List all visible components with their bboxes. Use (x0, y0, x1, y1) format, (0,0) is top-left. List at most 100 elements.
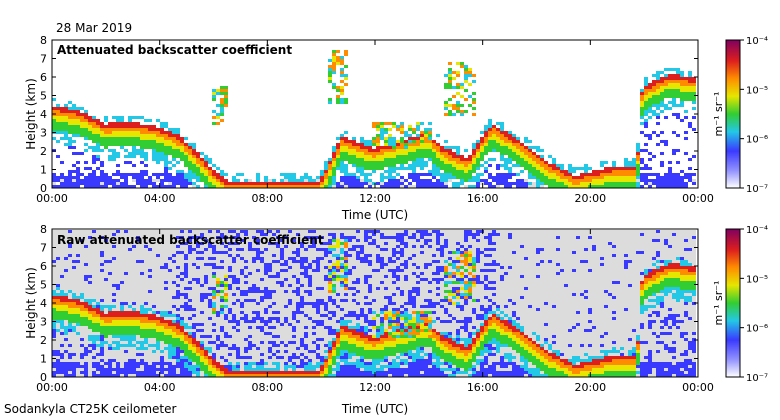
heatmap-cell (196, 158, 200, 161)
heatmap-cell (112, 254, 116, 257)
heatmap-cell (464, 161, 468, 164)
heatmap-cell (52, 362, 56, 365)
heatmap-cell (196, 287, 200, 290)
heatmap-cell (260, 185, 264, 188)
heatmap-cell (272, 269, 276, 272)
heatmap-cell (76, 128, 80, 131)
heatmap-cell (172, 155, 176, 158)
x-tick-label: 16:00 (467, 192, 499, 205)
heatmap-cell (660, 92, 664, 95)
heatmap-cell (680, 182, 684, 185)
heatmap-cell (508, 143, 512, 146)
heatmap-cell (108, 281, 112, 284)
heatmap-cell (392, 122, 396, 125)
heatmap-cell (256, 356, 260, 359)
heatmap-cell (232, 260, 236, 263)
heatmap-cell (88, 344, 92, 347)
heatmap-cell (132, 185, 136, 188)
heatmap-cell (80, 245, 84, 248)
heatmap-cell (208, 344, 212, 347)
heatmap-cell (168, 278, 172, 281)
heatmap-cell (60, 173, 64, 176)
heatmap-cell (168, 257, 172, 260)
heatmap-cell (620, 179, 624, 182)
heatmap-cell (64, 356, 68, 359)
heatmap-cell (152, 242, 156, 245)
heatmap-cell (152, 323, 156, 326)
heatmap-cell (420, 134, 424, 137)
heatmap-cell (476, 146, 480, 149)
heatmap-cell (192, 371, 196, 374)
heatmap-cell (264, 365, 268, 368)
heatmap-cell (120, 371, 124, 374)
heatmap-cell (408, 167, 412, 170)
heatmap-cell (88, 362, 92, 365)
heatmap-cell (452, 71, 456, 74)
heatmap-cell (84, 137, 88, 140)
heatmap-cell (128, 278, 132, 281)
heatmap-cell (248, 353, 252, 356)
heatmap-cell (292, 173, 296, 176)
heatmap-cell (172, 335, 176, 338)
heatmap-cell (200, 323, 204, 326)
heatmap-cell (84, 230, 88, 233)
heatmap-cell (228, 266, 232, 269)
heatmap-cell (204, 251, 208, 254)
heatmap-cell (208, 311, 212, 314)
heatmap-cell (264, 242, 268, 245)
heatmap-cell (508, 146, 512, 149)
heatmap-cell (112, 230, 116, 233)
heatmap-cell (216, 254, 220, 257)
heatmap-cell (108, 128, 112, 131)
heatmap-cell (348, 155, 352, 158)
heatmap-cell (220, 308, 224, 311)
heatmap-cell (280, 185, 284, 188)
heatmap-cell (152, 305, 156, 308)
heatmap-cell (96, 302, 100, 305)
heatmap-cell (148, 182, 152, 185)
heatmap-cell (128, 275, 132, 278)
heatmap-cell (124, 311, 128, 314)
heatmap-cell (160, 323, 164, 326)
heatmap-cell (444, 161, 448, 164)
heatmap-cell (204, 161, 208, 164)
heatmap-cell (268, 341, 272, 344)
heatmap-cell (444, 104, 448, 107)
heatmap-cell (92, 125, 96, 128)
heatmap-cell (212, 329, 216, 332)
heatmap-cell (644, 176, 648, 179)
heatmap-cell (644, 179, 648, 182)
heatmap-cell (548, 170, 552, 173)
heatmap-cell (204, 167, 208, 170)
heatmap-cell (240, 182, 244, 185)
heatmap-cell (196, 167, 200, 170)
heatmap-cell (160, 173, 164, 176)
heatmap-cell (584, 173, 588, 176)
heatmap-cell (124, 266, 128, 269)
heatmap-cell (80, 272, 84, 275)
heatmap-cell (408, 143, 412, 146)
heatmap-cell (92, 131, 96, 134)
heatmap-cell (640, 92, 644, 95)
heatmap-cell (128, 332, 132, 335)
heatmap-cell (152, 314, 156, 317)
heatmap-cell (388, 143, 392, 146)
heatmap-cell (188, 320, 192, 323)
heatmap-cell (268, 332, 272, 335)
heatmap-cell (144, 326, 148, 329)
heatmap-cell (252, 305, 256, 308)
heatmap-cell (240, 185, 244, 188)
heatmap-cell (268, 371, 272, 374)
heatmap-cell (640, 95, 644, 98)
heatmap-cell (360, 182, 364, 185)
heatmap-cell (108, 332, 112, 335)
heatmap-cell (104, 137, 108, 140)
heatmap-cell (504, 176, 508, 179)
heatmap-cell (56, 260, 60, 263)
heatmap-cell (180, 353, 184, 356)
heatmap-cell (412, 176, 416, 179)
heatmap-cell (212, 122, 216, 125)
heatmap-cell (120, 308, 124, 311)
heatmap-cell (356, 143, 360, 146)
heatmap-cell (344, 158, 348, 161)
